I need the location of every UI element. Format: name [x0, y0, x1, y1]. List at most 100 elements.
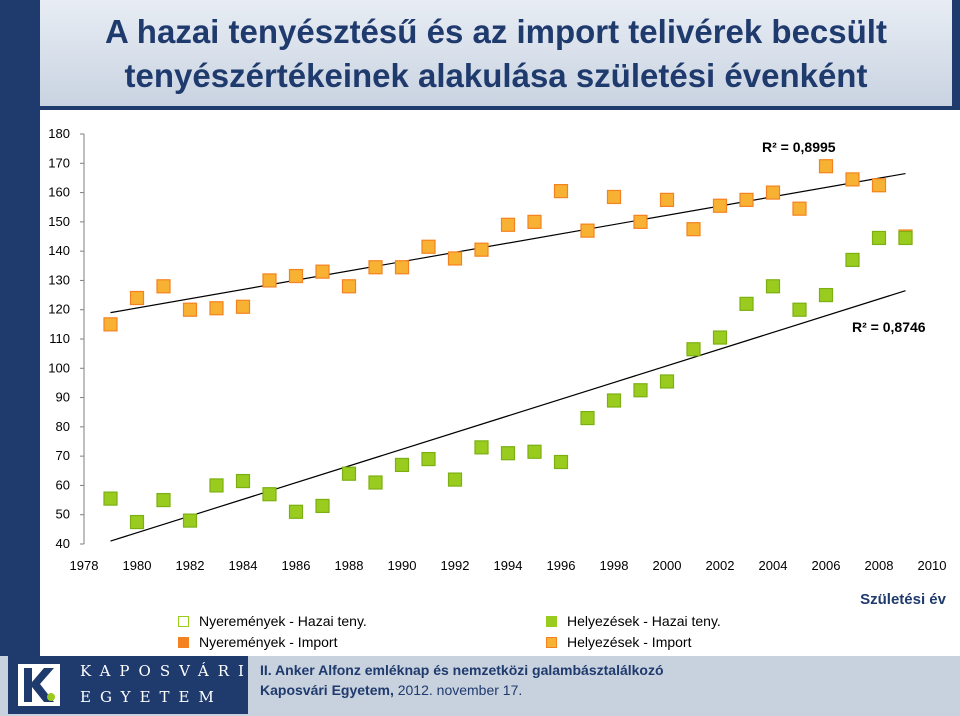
- data-point-import: [871, 178, 887, 193]
- y-tick-label: 130: [48, 272, 70, 287]
- data-point-import: [262, 273, 277, 288]
- x-tick-label: 1980: [123, 558, 152, 573]
- data-point-import: [156, 279, 171, 294]
- chart-labels: 40 50 60 70 80 90 100 110 120 130 140 150 160 170 180 1…: [48, 126, 946, 608]
- data-point-hazai: [368, 475, 383, 490]
- x-tick-label: 2002: [706, 558, 735, 573]
- data-point-hazai: [871, 230, 887, 246]
- data-point-hazai: [580, 410, 595, 426]
- title-bar: A hazai tenyésztésű és az import telivér…: [0, 0, 960, 110]
- data-point-import: [368, 260, 383, 275]
- trendline: [110, 290, 906, 542]
- legend-label: Helyezések - Import: [567, 634, 692, 650]
- y-axis-strip: [0, 110, 40, 656]
- data-point-import: [686, 222, 701, 237]
- page-title: A hazai tenyésztésű és az import telivér…: [105, 13, 887, 94]
- r-squared-label: R² = 0,8995: [762, 139, 836, 155]
- data-point-hazai: [712, 330, 728, 345]
- data-point-hazai: [447, 472, 463, 487]
- x-tick-label: 1998: [600, 558, 629, 573]
- data-point-import: [606, 189, 622, 205]
- data-point-hazai: [898, 230, 913, 246]
- footer-venue: Kaposvári Egyetem,: [260, 682, 394, 698]
- data-point-hazai: [341, 466, 357, 481]
- data-point-import: [474, 242, 489, 257]
- title-left-strip: [0, 0, 40, 110]
- logo-k-icon: [18, 664, 60, 706]
- x-tick-label: 1994: [494, 558, 523, 573]
- x-tick-label: 1988: [335, 558, 364, 573]
- data-point-hazai: [182, 513, 198, 528]
- data-point-hazai: [739, 296, 754, 311]
- legend-item-helyezesek-import: Helyezések - Import: [546, 634, 691, 650]
- data-point-hazai: [633, 383, 648, 398]
- data-point-import: [527, 214, 542, 229]
- chart-axes: [80, 133, 85, 545]
- data-point-import: [129, 290, 145, 306]
- data-point-hazai: [394, 457, 410, 473]
- data-point-import: [421, 239, 436, 254]
- x-tick-label: 1990: [388, 558, 417, 573]
- legend-item-helyezesek-hazai: Helyezések - Hazai teny.: [546, 613, 721, 629]
- legend-item-nyeremenyek-import: Nyeremények - Import: [178, 634, 337, 650]
- data-point-import: [447, 251, 463, 266]
- logo-text-line1: KAPOSVÁRI: [80, 662, 253, 680]
- r-squared-label: R² = 0,8746: [852, 319, 926, 335]
- data-point-hazai: [792, 302, 807, 317]
- legend-label: Helyezések - Hazai teny.: [567, 613, 721, 629]
- x-tick-label: 2010: [918, 558, 947, 573]
- legend-item-nyeremenyek-hazai: Nyeremények - Hazai teny.: [178, 613, 367, 629]
- trendline: [110, 172, 906, 314]
- legend-swatch-orange-outline: [546, 636, 557, 648]
- y-tick-label: 50: [56, 507, 70, 522]
- data-point-import: [315, 264, 330, 279]
- data-point-hazai: [527, 444, 542, 459]
- data-point-import: [818, 159, 834, 174]
- data-point-hazai: [315, 498, 330, 514]
- data-point-hazai: [765, 279, 781, 294]
- data-point-import: [394, 260, 410, 275]
- x-tick-label: 2006: [812, 558, 841, 573]
- x-tick-label: 1984: [229, 558, 258, 573]
- x-tick-label: 1982: [176, 558, 205, 573]
- data-point-import: [845, 172, 860, 187]
- x-tick-label: 2000: [653, 558, 682, 573]
- y-tick-label: 150: [48, 214, 70, 229]
- data-point-hazai: [262, 487, 277, 502]
- data-point-import: [235, 299, 251, 314]
- data-point-hazai: [553, 454, 569, 470]
- footer-event-text: II. Anker Alfonz emléknap és nemzetközi …: [260, 662, 664, 678]
- data-point-import: [580, 223, 595, 238]
- legend-swatch-green: [546, 615, 557, 627]
- data-point-hazai: [209, 478, 224, 493]
- data-point-import: [712, 198, 728, 213]
- data-point-hazai: [500, 446, 516, 461]
- data-point-hazai: [686, 342, 701, 357]
- data-point-hazai: [129, 514, 145, 530]
- data-point-import: [792, 201, 807, 216]
- y-tick-label: 160: [48, 185, 70, 200]
- data-point-hazai: [156, 492, 171, 508]
- x-tick-label: 1986: [282, 558, 311, 573]
- logo-text-line2: EGYETEM: [80, 688, 223, 706]
- y-tick-label: 40: [56, 536, 70, 551]
- data-point-hazai: [606, 393, 622, 408]
- y-tick-label: 100: [48, 360, 70, 375]
- data-point-hazai: [288, 504, 304, 519]
- legend-swatch-hollow-green: [178, 615, 189, 627]
- data-point-import: [553, 184, 569, 199]
- data-points: [103, 159, 913, 530]
- y-tick-label: 110: [49, 331, 70, 346]
- data-point-hazai: [845, 252, 860, 268]
- data-point-hazai: [103, 491, 118, 506]
- data-point-hazai: [659, 374, 675, 389]
- data-point-hazai: [474, 440, 489, 455]
- university-logo: KAPOSVÁRI EGYETEM: [8, 656, 248, 714]
- legend-label: Nyeremények - Hazai teny.: [199, 613, 367, 629]
- y-tick-label: 90: [56, 390, 70, 405]
- x-tick-label: 2008: [865, 558, 894, 573]
- title-right-strip: [952, 0, 960, 110]
- legend-label: Nyeremények - Import: [199, 634, 338, 650]
- data-point-import: [103, 317, 118, 332]
- y-tick-label: 70: [56, 448, 70, 463]
